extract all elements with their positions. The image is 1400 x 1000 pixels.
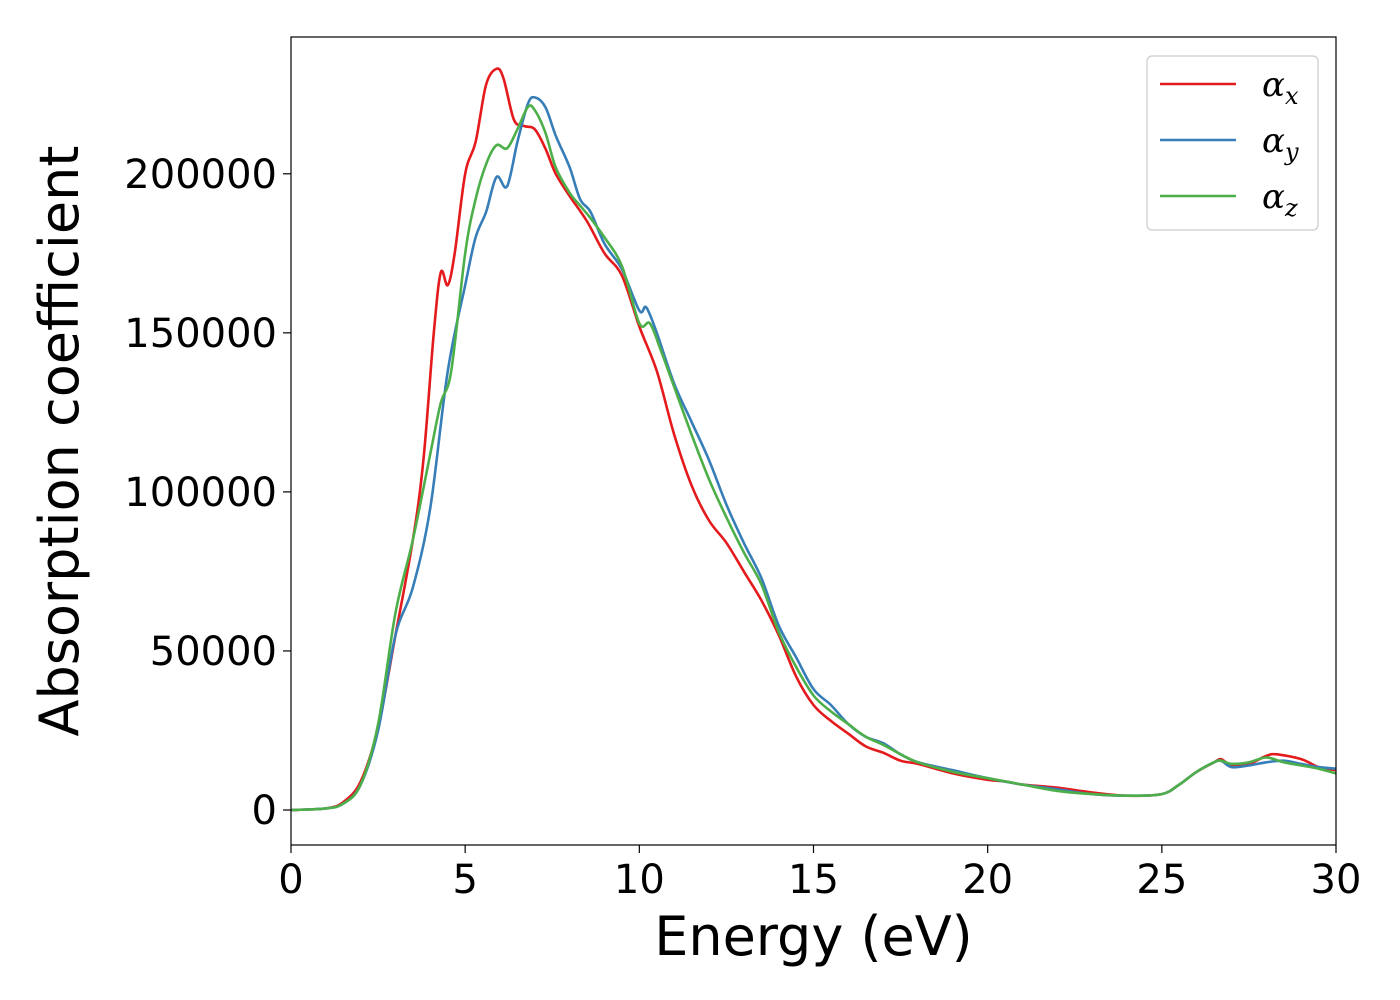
x-tick-label: 30 xyxy=(1311,857,1362,903)
series-lines xyxy=(291,67,1336,812)
x-axis-label: Energy (eV) xyxy=(654,905,973,968)
legend-label-x: αx xyxy=(1262,65,1299,110)
x-axis-ticks: 0 5 10 15 20 25 30 xyxy=(278,845,1361,903)
legend: αx αy αz xyxy=(1146,55,1319,231)
legend-label-z: αz xyxy=(1262,177,1298,222)
x-tick-label: 15 xyxy=(788,857,839,903)
y-tick-label: 150000 xyxy=(124,311,277,357)
y-tick-label: 0 xyxy=(252,788,277,834)
plot-frame xyxy=(290,36,1337,846)
y-axis-ticks: 0 50000 100000 150000 200000 xyxy=(124,152,291,834)
x-tick-label: 5 xyxy=(452,857,477,903)
x-tick-label: 20 xyxy=(962,857,1013,903)
y-tick-label: 50000 xyxy=(150,629,277,675)
x-tick-label: 0 xyxy=(278,857,303,903)
series-line-z xyxy=(291,104,1336,812)
x-tick-label: 25 xyxy=(1136,857,1187,903)
y-axis-label: Absorption coefficient xyxy=(28,146,91,737)
x-tick-label: 10 xyxy=(614,857,665,903)
legend-box xyxy=(1146,55,1319,231)
legend-label-y: αy xyxy=(1262,121,1299,166)
y-tick-label: 200000 xyxy=(124,152,277,198)
y-tick-label: 100000 xyxy=(124,470,277,516)
